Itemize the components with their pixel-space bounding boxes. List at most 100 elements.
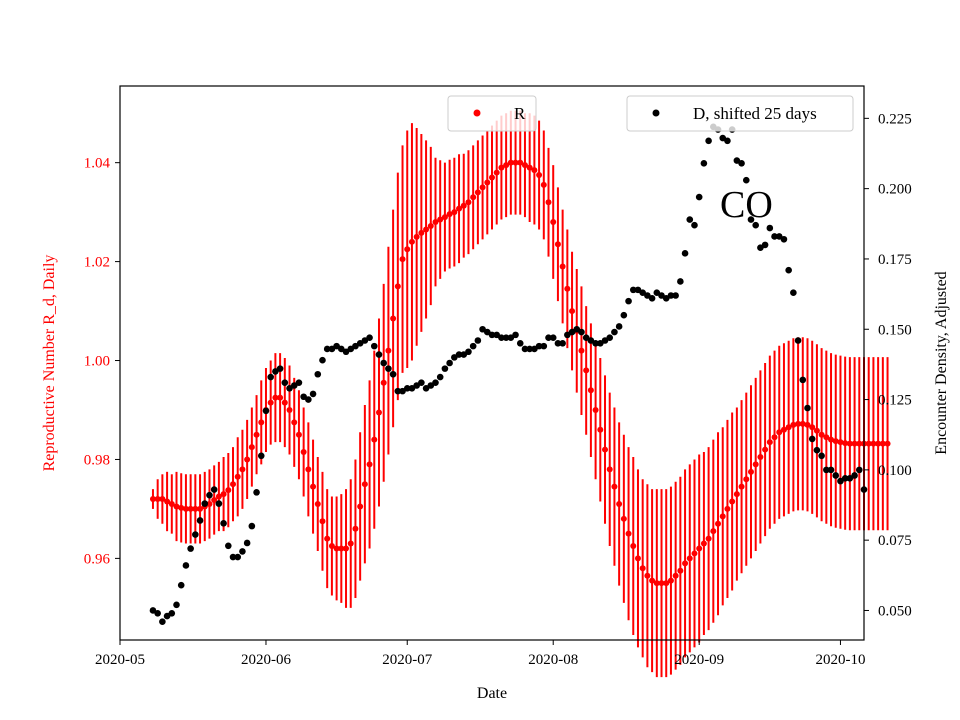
r-point — [281, 399, 288, 406]
r-point — [512, 159, 519, 166]
d-point — [705, 137, 712, 145]
r-point — [244, 456, 251, 463]
d-point — [672, 292, 679, 299]
r-point — [310, 483, 317, 490]
d-point — [441, 365, 449, 372]
r-point — [875, 440, 882, 447]
left-y-tick-label: 0.98 — [84, 452, 110, 468]
r-point — [639, 565, 646, 572]
r-point — [338, 545, 345, 552]
d-point — [389, 370, 397, 378]
d-point — [394, 387, 402, 395]
r-point — [385, 347, 392, 354]
d-point — [606, 334, 614, 341]
legend-r-label: R — [514, 104, 526, 123]
d-series — [149, 123, 868, 626]
r-point — [375, 409, 382, 416]
right-y-tick-label: 0.100 — [878, 463, 912, 479]
d-point — [319, 356, 326, 364]
d-point — [771, 233, 778, 240]
d-point — [667, 292, 675, 299]
legend-d: D, shifted 25 days — [626, 95, 854, 132]
r-point — [752, 461, 759, 468]
r-point — [719, 513, 726, 520]
r-point — [394, 283, 401, 290]
x-tick-label: 2020-08 — [528, 652, 578, 668]
d-point — [841, 474, 849, 482]
r-point — [818, 431, 825, 438]
r-point — [870, 440, 877, 447]
r-point — [842, 440, 849, 447]
legend-d-box — [626, 95, 854, 132]
d-point — [154, 609, 161, 617]
r-point — [168, 500, 175, 507]
r-point — [705, 535, 712, 542]
r-error-bars — [151, 110, 889, 678]
r-point — [427, 222, 434, 229]
r-point — [677, 567, 684, 574]
x-axis: 2020-05 2020-06 2020-07 2020-08 2020-09 2020-… — [95, 640, 865, 668]
r-point — [569, 308, 576, 315]
d-point — [257, 452, 265, 460]
r-point — [658, 580, 665, 587]
r-point — [328, 543, 335, 550]
d-point — [540, 342, 548, 350]
left-y-axis-title: Reproductive Number R_d, Daily — [41, 255, 58, 472]
r-point — [192, 505, 199, 512]
r-point — [211, 497, 218, 504]
r-point — [253, 431, 260, 438]
d-point — [281, 379, 289, 386]
r-point — [667, 577, 674, 584]
r-point — [700, 540, 707, 547]
r-point — [780, 426, 787, 433]
r-point — [225, 487, 232, 494]
r-point — [437, 216, 444, 223]
d-point — [403, 385, 411, 392]
r-point — [305, 466, 312, 473]
d-point — [832, 472, 840, 479]
r-point — [653, 580, 660, 587]
r-point — [418, 229, 425, 236]
r-point — [493, 169, 500, 176]
d-point — [206, 491, 213, 499]
r-point — [856, 440, 863, 447]
r-point — [361, 481, 368, 488]
d-point — [512, 331, 519, 339]
d-point — [305, 396, 312, 403]
d-point — [314, 370, 322, 378]
r-point — [545, 199, 552, 206]
left-y-tick-label: 1.00 — [84, 354, 110, 370]
r-point — [620, 515, 627, 522]
r-point — [295, 431, 302, 438]
r-point — [267, 399, 274, 406]
d-point — [380, 359, 387, 367]
d-point — [375, 351, 383, 358]
d-point — [192, 531, 199, 538]
x-tick-label: 2020-05 — [95, 652, 145, 668]
r-point — [879, 440, 886, 447]
d-point — [559, 340, 566, 347]
r-point — [747, 468, 754, 475]
d-point — [526, 345, 533, 353]
d-point — [615, 323, 623, 330]
r-point — [474, 189, 481, 196]
r-point — [503, 162, 510, 169]
d-point — [262, 407, 270, 415]
d-point — [545, 334, 552, 341]
d-point — [488, 331, 496, 339]
r-point — [484, 179, 491, 186]
d-point — [724, 137, 731, 145]
r-point — [498, 164, 505, 171]
r-point — [799, 420, 806, 427]
r-point — [828, 436, 835, 443]
d-point — [182, 562, 190, 569]
right-y-tick-label: 0.175 — [878, 252, 912, 268]
r-point — [343, 545, 350, 552]
r-point — [531, 167, 538, 174]
d-point — [752, 221, 759, 229]
d-point — [629, 286, 637, 294]
r-point — [432, 219, 439, 226]
r-point — [526, 164, 533, 171]
r-point — [314, 500, 321, 507]
